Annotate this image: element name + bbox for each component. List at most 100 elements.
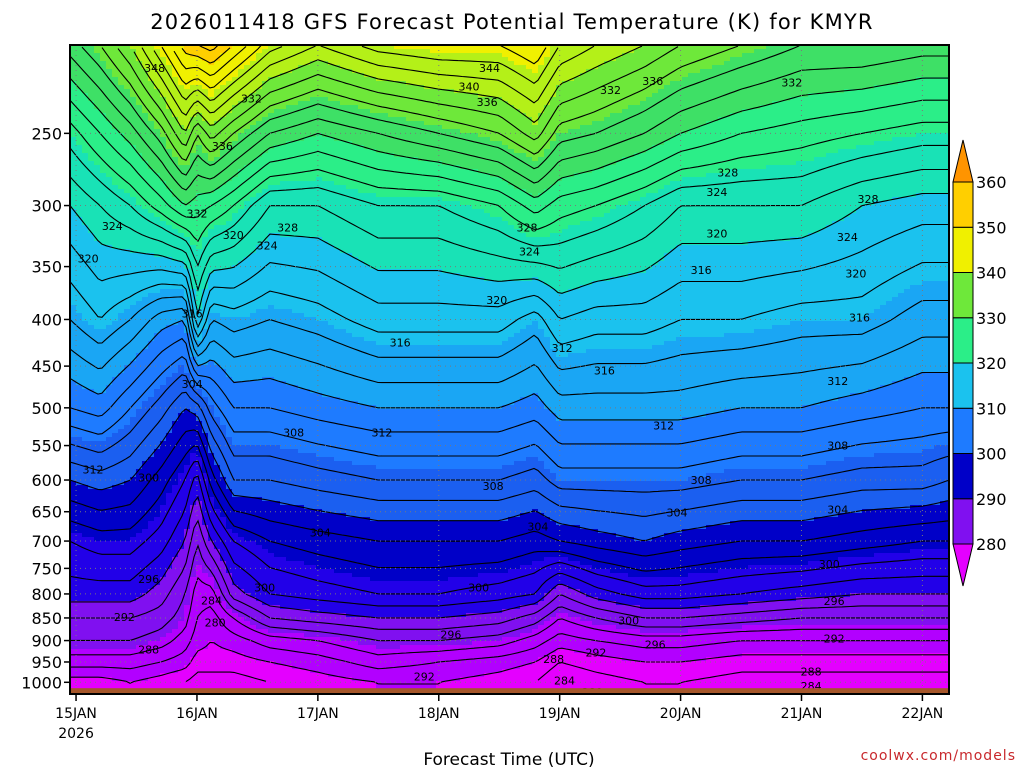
fill-cell	[214, 177, 221, 182]
fill-cell	[160, 537, 167, 542]
fill-cell	[244, 465, 251, 470]
fill-cell	[130, 433, 137, 438]
fill-cell	[130, 561, 137, 566]
fill-cell	[94, 81, 101, 86]
fill-cell	[94, 189, 101, 194]
fill-cell	[88, 45, 95, 50]
fill-cell	[190, 661, 197, 666]
fill-cell	[106, 581, 113, 586]
fill-cell	[196, 653, 203, 658]
fill-cell	[94, 561, 101, 566]
fill-cell	[220, 269, 227, 274]
fill-cell	[88, 261, 95, 266]
fill-cell	[142, 429, 149, 434]
fill-cell	[88, 269, 95, 274]
fill-cell	[184, 209, 191, 214]
fill-cell	[82, 241, 89, 246]
fill-cell	[94, 389, 101, 394]
fill-cell	[70, 637, 77, 642]
fill-cell	[94, 669, 101, 674]
fill-cell	[118, 389, 125, 394]
fill-cell	[154, 645, 161, 650]
fill-cell	[100, 605, 107, 610]
fill-cell	[106, 161, 113, 166]
fill-cell	[106, 357, 113, 362]
fill-cell	[220, 237, 227, 242]
fill-cell	[214, 241, 221, 246]
fill-cell	[94, 49, 101, 54]
fill-cell	[70, 145, 77, 150]
fill-cell	[106, 453, 113, 458]
fill-cell	[100, 433, 107, 438]
fill-cell	[172, 53, 179, 58]
fill-cell	[160, 301, 167, 306]
fill-cell	[238, 389, 245, 394]
fill-cell	[106, 145, 113, 150]
fill-cell	[130, 477, 137, 482]
fill-cell	[112, 393, 119, 398]
fill-cell	[130, 217, 137, 222]
fill-cell	[94, 489, 101, 494]
fill-cell	[124, 601, 131, 606]
fill-cell	[154, 681, 161, 686]
fill-cell	[238, 205, 245, 210]
fill-cell	[184, 165, 191, 170]
fill-cell	[166, 181, 173, 186]
fill-cell	[250, 125, 257, 130]
fill-cell	[202, 589, 209, 594]
fill-cell	[238, 349, 245, 354]
fill-cell	[100, 297, 107, 302]
fill-cell	[226, 493, 233, 498]
fill-cell	[154, 569, 161, 574]
fill-cell	[124, 633, 131, 638]
fill-cell	[196, 169, 203, 174]
fill-cell	[250, 81, 257, 86]
fill-cell	[106, 293, 113, 298]
fill-cell	[220, 597, 227, 602]
fill-cell	[76, 405, 83, 410]
fill-cell	[250, 205, 257, 210]
fill-cell	[184, 353, 191, 358]
fill-cell	[190, 409, 197, 414]
fill-cell	[94, 257, 101, 262]
fill-cell	[106, 493, 113, 498]
fill-cell	[70, 561, 77, 566]
fill-cell	[166, 557, 173, 562]
fill-cell	[196, 445, 203, 450]
fill-cell	[196, 161, 203, 166]
fill-cell	[190, 565, 197, 570]
fill-cell	[244, 105, 251, 110]
fill-cell	[166, 505, 173, 510]
fill-cell	[214, 129, 221, 134]
fill-cell	[70, 641, 77, 646]
fill-cell	[226, 409, 233, 414]
fill-cell	[214, 405, 221, 410]
fill-cell	[70, 273, 77, 278]
fill-cell	[100, 61, 107, 66]
fill-cell	[208, 405, 215, 410]
fill-cell	[220, 101, 227, 106]
fill-cell	[148, 541, 155, 546]
fill-cell	[190, 245, 197, 250]
fill-cell	[232, 425, 239, 430]
fill-cell	[88, 233, 95, 238]
fill-cell	[148, 285, 155, 290]
fill-cell	[94, 633, 101, 638]
fill-cell	[100, 165, 107, 170]
fill-cell	[184, 437, 191, 442]
fill-cell	[178, 653, 185, 658]
fill-cell	[76, 641, 83, 646]
fill-cell	[250, 277, 257, 282]
fill-cell	[100, 557, 107, 562]
fill-cell	[214, 49, 221, 54]
fill-cell	[208, 469, 215, 474]
fill-cell	[130, 393, 137, 398]
fill-cell	[232, 525, 239, 530]
fill-cell	[184, 401, 191, 406]
fill-cell	[220, 445, 227, 450]
fill-cell	[238, 489, 245, 494]
fill-cell	[190, 293, 197, 298]
fill-cell	[124, 289, 131, 294]
fill-cell	[100, 353, 107, 358]
fill-cell	[244, 421, 251, 426]
